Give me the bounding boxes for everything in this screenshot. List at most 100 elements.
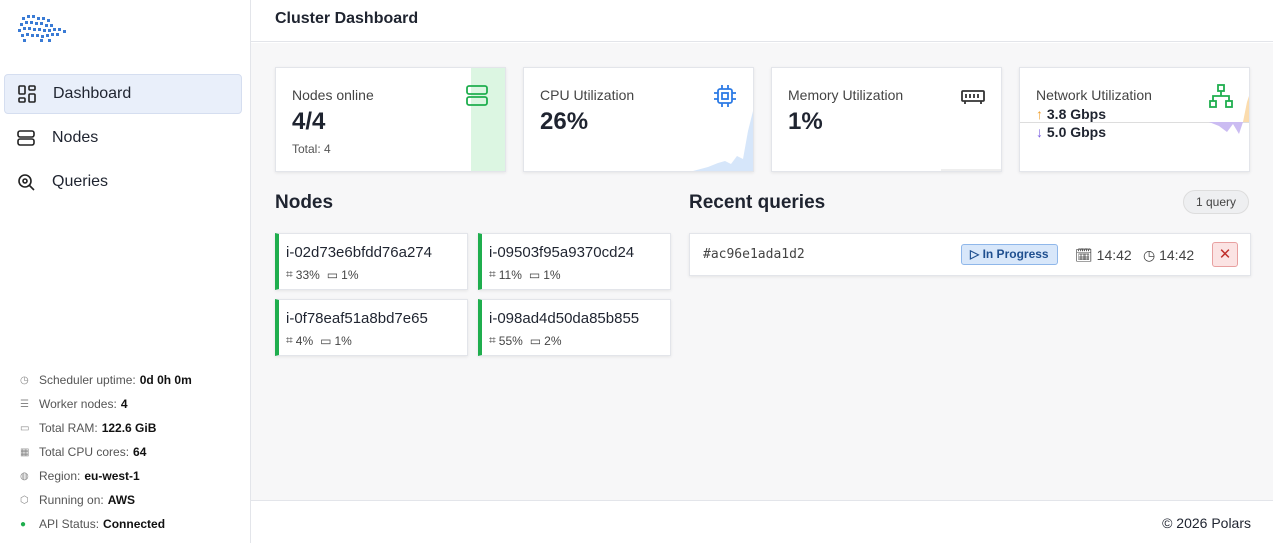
stat-label: Total CPU cores: bbox=[39, 445, 130, 459]
stat-row: ◷ Scheduler uptime: 0d 0h 0m bbox=[20, 372, 192, 388]
cpu-value: 33% bbox=[295, 267, 320, 282]
cpu-icon: ⌗ bbox=[286, 333, 293, 347]
sidebar: Dashboard Nodes Queries ◷ Scheduler uptim… bbox=[0, 0, 251, 543]
node-card[interactable]: i-02d73e6bfdd76a274 ⌗ 33% ▭ 1% bbox=[275, 233, 468, 290]
stat-icon: ◍ bbox=[20, 470, 29, 482]
mem-icon: ▭ bbox=[320, 333, 332, 348]
mem-value: 1% bbox=[334, 333, 352, 348]
nav-label[interactable]: Nodes bbox=[52, 129, 99, 146]
nav-item[interactable]: Queries bbox=[4, 162, 242, 202]
content: Nodes online 4/4 Total: 4 CPU Utilizatio… bbox=[251, 43, 1273, 500]
card-title: Network Utilization bbox=[1036, 87, 1152, 103]
stat-icon: ● bbox=[20, 518, 27, 530]
card-value: 4/4 bbox=[292, 108, 326, 135]
stat-label: Total RAM: bbox=[39, 421, 98, 435]
footer: © 2026 Polars bbox=[251, 500, 1273, 543]
stat-value: 122.6 GiB bbox=[101, 421, 157, 435]
sparkline bbox=[1209, 96, 1249, 134]
time: 14:42 bbox=[1159, 247, 1195, 263]
stat-value: 4 bbox=[120, 397, 128, 411]
started-time: ◷ 14:42 bbox=[1143, 247, 1195, 263]
node-metrics: ⌗ 55% ▭ 2% bbox=[489, 333, 561, 348]
icon bbox=[714, 85, 736, 107]
node-card[interactable]: i-09503f95a9370cd24 ⌗ 11% ▭ 1% bbox=[478, 233, 671, 290]
stat-value: 64 bbox=[133, 445, 147, 459]
status: In Progress bbox=[982, 247, 1049, 261]
cpu-icon: ⌗ bbox=[489, 333, 496, 347]
node-id: i-09503f95a9370cd24 bbox=[489, 244, 635, 261]
query-count: 1 query bbox=[1183, 190, 1250, 214]
stat-value: eu-west-1 bbox=[84, 469, 140, 483]
icon bbox=[961, 90, 985, 104]
stat-label: Worker nodes: bbox=[39, 397, 117, 411]
stat-icon: ⬡ bbox=[20, 494, 29, 506]
stat-label: Running on: bbox=[39, 493, 104, 507]
node-id: i-0f78eaf51a8bd7e65 bbox=[286, 310, 428, 327]
card-value: 1% bbox=[788, 108, 823, 135]
page-title: Cluster Dashboard bbox=[251, 0, 1273, 42]
node-card[interactable]: i-0f78eaf51a8bd7e65 ⌗ 4% ▭ 1% bbox=[275, 299, 468, 356]
node-id: i-098ad4d50da85b855 bbox=[489, 310, 640, 327]
stat-label: API Status: bbox=[39, 517, 100, 531]
stat-row: ▭ Total RAM: 122.6 GiB bbox=[20, 420, 156, 436]
time: 14:42 bbox=[1096, 247, 1132, 263]
mem-value: 1% bbox=[341, 267, 359, 282]
query-row[interactable]: #ac96e1ada1d2 ▷ In Progress 🗓︎ 14:42 ◷ 1… bbox=[689, 233, 1251, 276]
stat-label: Scheduler uptime: bbox=[39, 373, 136, 387]
cancel-button[interactable]: ✕ bbox=[1212, 242, 1238, 267]
stat-card: CPU Utilization 26% bbox=[523, 67, 754, 172]
stat-row: ☰ Worker nodes: 4 bbox=[20, 396, 128, 412]
cpu-icon: ⌗ bbox=[489, 267, 496, 281]
cpu-value: 11% bbox=[498, 267, 522, 282]
stat-value: AWS bbox=[107, 493, 136, 507]
node-metrics: ⌗ 33% ▭ 1% bbox=[286, 267, 358, 282]
icon bbox=[1209, 84, 1233, 108]
stat-card: Network Utilization ↑ 3.8 Gbps ↓ 5.0 Gbp… bbox=[1019, 67, 1250, 172]
mem-value: 1% bbox=[543, 267, 561, 282]
status-badge: ▷ In Progress bbox=[961, 244, 1058, 265]
stat-icon: ▭ bbox=[20, 422, 30, 434]
stat-value: Connected bbox=[103, 517, 166, 531]
logo bbox=[18, 15, 66, 42]
card-value: 26% bbox=[540, 108, 589, 135]
stat-value: 0d 0h 0m bbox=[139, 373, 192, 387]
nav-item[interactable]: Nodes bbox=[4, 118, 242, 158]
mem-icon: ▭ bbox=[528, 267, 541, 282]
stat-icon: ☰ bbox=[20, 398, 29, 410]
stat-icon: ▦ bbox=[20, 446, 30, 458]
icon bbox=[466, 85, 488, 106]
stat-row: ⬡ Running on: AWS bbox=[20, 492, 135, 508]
up-value: 3.8 Gbps bbox=[1046, 106, 1107, 122]
mem-icon: ▭ bbox=[326, 267, 339, 282]
cpu-value: 4% bbox=[295, 333, 314, 348]
cpu-icon: ⌗ bbox=[286, 267, 293, 281]
stat-card: Nodes online 4/4 Total: 4 bbox=[275, 67, 506, 172]
sparkline bbox=[941, 169, 1001, 171]
created-time: 🗓︎ 14:42 bbox=[1075, 247, 1132, 263]
stat-card: Memory Utilization 1% bbox=[771, 67, 1002, 172]
section-title: Recent queries bbox=[689, 192, 826, 213]
down-value: 5.0 Gbps bbox=[1046, 124, 1107, 140]
stat-icon: ◷ bbox=[20, 374, 29, 386]
stat-row: ▦ Total CPU cores: 64 bbox=[20, 444, 146, 460]
node-id: i-02d73e6bfdd76a274 bbox=[286, 244, 432, 261]
nav-item[interactable]: Dashboard bbox=[4, 74, 242, 114]
node-metrics: ⌗ 4% ▭ 1% bbox=[286, 333, 352, 348]
network-up: ↑ 3.8 Gbps bbox=[1036, 106, 1107, 122]
network-down: ↓ 5.0 Gbps bbox=[1036, 124, 1107, 140]
nav-label[interactable]: Dashboard bbox=[53, 85, 132, 102]
nav-label[interactable]: Queries bbox=[52, 173, 109, 190]
stat-row: ◍ Region: eu-west-1 bbox=[20, 468, 140, 484]
card-title: Nodes online bbox=[292, 87, 374, 103]
node-card[interactable]: i-098ad4d50da85b855 ⌗ 55% ▭ 2% bbox=[478, 299, 671, 356]
mem-value: 2% bbox=[544, 333, 562, 348]
stat-row: ● API Status: Connected bbox=[20, 516, 165, 532]
section-title: Nodes bbox=[275, 192, 334, 213]
query-id[interactable]: #ac96e1ada1d2 bbox=[703, 247, 805, 262]
node-metrics: ⌗ 11% ▭ 1% bbox=[489, 267, 561, 282]
stat-label: Region: bbox=[39, 469, 81, 483]
card-sub: Total: 4 bbox=[292, 142, 331, 156]
sparkline bbox=[693, 111, 753, 171]
